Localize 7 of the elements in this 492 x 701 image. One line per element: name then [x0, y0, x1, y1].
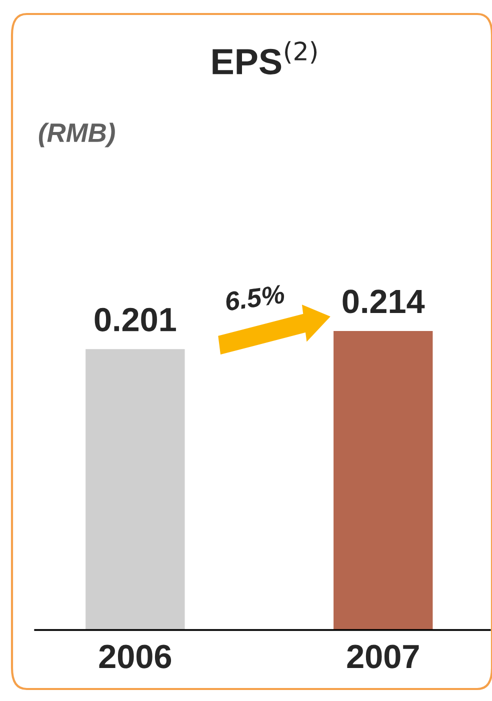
x-tick-label: 2007 [347, 644, 419, 668]
text: 6.5% [224, 284, 286, 312]
x-tick-label: 2006 [99, 644, 172, 668]
data-label: 0.214 [342, 290, 425, 314]
data-label: 0.201 [94, 308, 176, 332]
chart-subtitle: (RMB) [38, 122, 115, 148]
chart-title: EPS$^{(2)}$ [212, 41, 317, 74]
